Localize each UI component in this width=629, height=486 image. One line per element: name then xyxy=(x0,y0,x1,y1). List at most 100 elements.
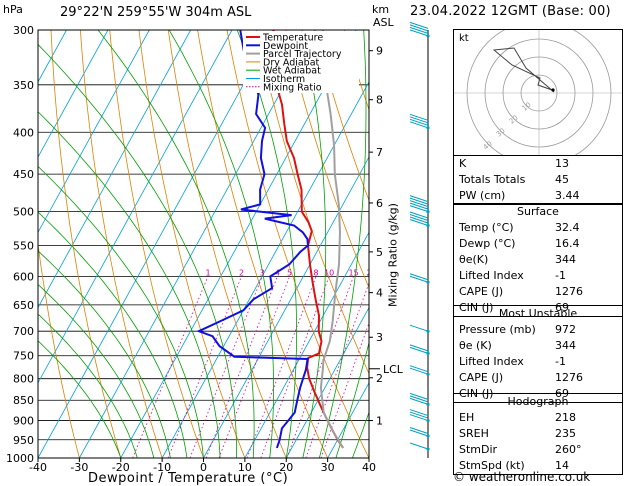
surface-row: Dewp (°C) 16.4 xyxy=(454,236,622,252)
wind-barb xyxy=(409,395,429,403)
k-label: K xyxy=(459,157,467,170)
hodo-param-value: 260° xyxy=(555,443,582,456)
km-tick-label: 6 xyxy=(376,197,383,210)
isotherm-line xyxy=(38,30,150,234)
surface-title: Surface xyxy=(517,205,559,218)
surface-value: -1 xyxy=(555,269,566,282)
hodograph-ring-label: 40 xyxy=(482,140,494,152)
dry-adiabat-line xyxy=(109,30,204,458)
dry-adiabat-line xyxy=(38,241,80,458)
isotherm-line xyxy=(203,156,369,458)
mixing-ratio-line xyxy=(260,276,330,458)
dry-adiabat-line xyxy=(50,30,122,458)
most-unstable-title: Most Unstable xyxy=(498,307,578,320)
x-tick-label: 10 xyxy=(238,461,252,474)
x-tick-label: 30 xyxy=(321,461,335,474)
mixing-ratio-label: 10 xyxy=(324,268,334,277)
mixing-ratio-label: 3 xyxy=(260,268,265,277)
km-tick-label: 8 xyxy=(376,94,383,107)
wind-barb xyxy=(409,219,429,227)
mu-value: 972 xyxy=(555,323,576,336)
totals-value: 45 xyxy=(555,173,569,186)
mu-value: -1 xyxy=(555,355,566,368)
km-tick-label: 7 xyxy=(376,146,383,159)
x-tick-label: -40 xyxy=(29,461,47,474)
wet-adiabat-line xyxy=(38,250,171,458)
isotherm-line xyxy=(79,30,316,458)
mixing-ratio-line xyxy=(205,276,278,458)
wind-barb xyxy=(409,367,429,375)
legend-entry: Wet Adiabat xyxy=(263,66,321,77)
mixing-ratio-line xyxy=(132,276,209,458)
wind-barb xyxy=(409,121,429,129)
wet-adiabat-line xyxy=(301,30,327,458)
wind-barb xyxy=(409,346,429,354)
temperature-line xyxy=(272,30,344,449)
x-tick-label: 20 xyxy=(279,461,293,474)
wind-barb xyxy=(409,26,429,34)
wind-barb xyxy=(409,414,429,422)
surface-row: Temp (°C) 32.4 xyxy=(454,220,622,236)
wind-barb xyxy=(409,365,429,373)
wet-adiabat-line xyxy=(38,313,138,458)
surface-row: CAPE (J) 1276 xyxy=(454,284,622,300)
wind-barb xyxy=(409,397,429,405)
pressure-tick-label: 700 xyxy=(13,325,34,338)
km-tick-label: 9 xyxy=(376,45,383,58)
km-tick-label: 1 xyxy=(376,415,383,428)
isotherm-line xyxy=(161,81,369,458)
lcl-label: LCL xyxy=(383,363,404,376)
hodo-param-value: 218 xyxy=(555,411,576,424)
wet-adiabat-line xyxy=(38,340,122,458)
dry-adiabat-line xyxy=(226,30,369,458)
legend-entry: Isotherm xyxy=(263,74,305,85)
isotherm-line xyxy=(285,306,369,458)
wind-barb-dot xyxy=(426,34,430,38)
isotherm-line xyxy=(38,30,274,458)
wind-barb xyxy=(409,116,429,124)
dry-adiabat-line xyxy=(167,30,287,458)
hodograph-ring-label: 20 xyxy=(508,114,520,126)
totals-label: Totals Totals xyxy=(459,173,526,186)
mixing-ratio-axis-label: Mixing Ratio (g/kg) xyxy=(386,203,400,307)
dry-adiabat-line xyxy=(79,30,163,458)
wind-barb xyxy=(409,195,429,203)
hodograph-params-title: Hodograph xyxy=(507,395,569,408)
legend-entry: Dry Adiabat xyxy=(263,57,320,68)
x-tick-label: 40 xyxy=(362,461,376,474)
hodo-param-label: StmSpd (kt) xyxy=(459,459,525,472)
wind-barb xyxy=(409,216,429,224)
pressure-tick-label: 400 xyxy=(13,126,34,139)
wind-barb xyxy=(409,202,429,210)
wind-barb xyxy=(409,197,429,205)
mu-label: CAPE (J) xyxy=(459,371,504,384)
km-tick-label: 4 xyxy=(376,287,383,300)
dry-adiabat-line xyxy=(285,30,369,289)
surface-value: 69 xyxy=(555,301,569,314)
wind-barb xyxy=(409,211,429,219)
km-tick-label: 5 xyxy=(376,246,383,259)
hodo-param-row: SREH 235 xyxy=(454,426,622,442)
x-tick-label: 0 xyxy=(200,461,207,474)
mixing-ratio-label: 2 xyxy=(239,268,244,277)
pw-value: 3.44 xyxy=(555,189,580,202)
legend-background xyxy=(243,31,359,93)
mixing-ratio-line xyxy=(320,321,369,458)
wind-barb xyxy=(409,429,429,437)
hodograph-ring-label: 30 xyxy=(495,127,507,139)
mixing-ratio-line xyxy=(286,276,354,458)
mixing-ratio-label: 20 xyxy=(366,268,376,277)
surface-value: 344 xyxy=(555,253,576,266)
pressure-tick-label: 800 xyxy=(13,373,34,386)
wind-barb xyxy=(409,205,429,213)
hodograph-ring-label: 10 xyxy=(521,101,533,113)
pressure-unit-label: hPa xyxy=(3,3,23,16)
wet-adiabat-line xyxy=(38,283,155,458)
pressure-tick-label: 600 xyxy=(13,270,34,283)
wind-barb xyxy=(409,273,429,281)
pressure-tick-label: 500 xyxy=(13,206,34,219)
wind-barb xyxy=(409,442,429,450)
mu-row: CAPE (J) 1276 xyxy=(454,370,622,386)
